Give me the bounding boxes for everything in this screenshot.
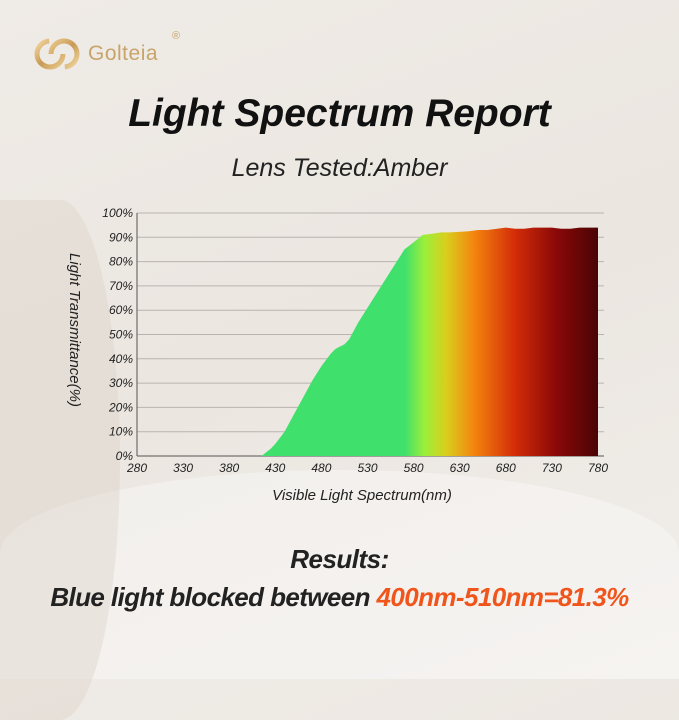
- page-title: Light Spectrum Report: [128, 92, 551, 135]
- y-tick-label: 0%: [116, 449, 134, 463]
- results-highlight: 400nm-510nm=81.3%: [376, 582, 630, 612]
- x-axis-label: Visible Light Spectrum(nm): [272, 487, 452, 504]
- x-tick-label: 280: [126, 461, 147, 475]
- x-tick-label: 730: [542, 461, 562, 475]
- y-tick-label: 80%: [109, 255, 133, 269]
- y-tick-label: 100%: [102, 206, 133, 220]
- x-tick-label: 480: [311, 461, 331, 475]
- x-tick-label: 580: [404, 461, 424, 475]
- results-summary: Blue light blocked between 400nm-510nm=8…: [0, 582, 679, 613]
- x-tick-label: 330: [173, 461, 193, 475]
- registered-mark: ®: [172, 30, 181, 42]
- x-tick-label: 680: [496, 461, 516, 475]
- y-axis-label: Light Transmittance(%): [66, 253, 83, 407]
- x-tick-label: 530: [357, 461, 377, 475]
- results-heading: Results:: [290, 544, 389, 574]
- y-tick-label: 90%: [109, 230, 133, 244]
- x-tick-label: 780: [588, 461, 608, 475]
- y-tick-label: 60%: [109, 303, 133, 317]
- logo-icon: [34, 38, 80, 70]
- y-tick-label: 70%: [109, 279, 133, 293]
- transmittance-area: [261, 227, 598, 456]
- brand-logo: Golteia: [34, 36, 158, 72]
- y-tick-label: 10%: [109, 425, 133, 439]
- results-prefix: Blue light blocked between: [50, 582, 377, 612]
- y-tick-label: 20%: [108, 400, 133, 414]
- y-tick-label: 40%: [109, 352, 133, 366]
- brand-name: Golteia: [88, 42, 159, 65]
- x-tick-label: 380: [219, 461, 239, 475]
- page-subtitle: Lens Tested:Amber: [231, 154, 448, 182]
- y-tick-label: 30%: [109, 376, 133, 390]
- x-tick-label: 630: [450, 461, 470, 475]
- x-tick-label: 430: [265, 461, 285, 475]
- spectrum-chart: 0% 10% 20% 30% 40% 50% 60% 70% 80% 90% 100% 280 330 3…: [66, 206, 608, 504]
- y-tick-label: 50%: [109, 328, 133, 342]
